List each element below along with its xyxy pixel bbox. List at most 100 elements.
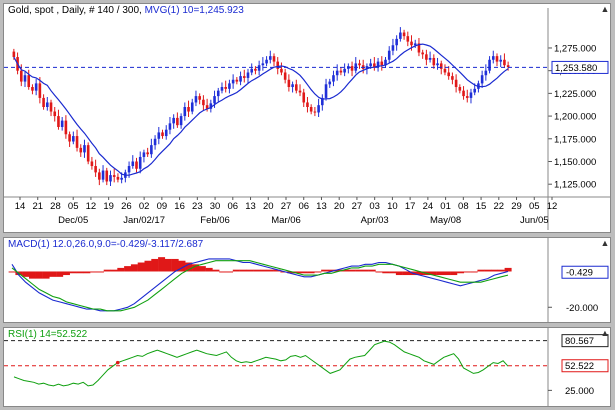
candle-body xyxy=(127,166,131,173)
candle-body xyxy=(120,177,123,180)
x-tick-label: 01 xyxy=(440,201,451,212)
candle-body xyxy=(302,92,306,103)
candle-body xyxy=(295,84,298,91)
candle-body xyxy=(75,136,79,148)
macd-histogram-bar xyxy=(484,269,492,272)
macd-histogram-bar xyxy=(382,271,390,274)
macd-histogram-bar xyxy=(205,267,213,272)
month-label: May/08 xyxy=(430,215,461,226)
candle-body xyxy=(503,59,506,66)
rsi-upper-label: 80.567 xyxy=(565,336,594,347)
x-tick-label: 24 xyxy=(423,201,434,212)
candle-body xyxy=(179,116,183,126)
candle-body xyxy=(220,87,224,91)
macd-histogram-bar xyxy=(171,258,179,272)
moving-average-line xyxy=(13,43,509,176)
macd-histogram-bar xyxy=(327,269,335,272)
macd-histogram-bar xyxy=(144,260,152,272)
rsi-pane-close-icon[interactable]: ▲ xyxy=(600,328,610,338)
candle-body xyxy=(387,50,391,60)
macd-histogram-bar xyxy=(90,271,98,273)
x-tick-label: 20 xyxy=(263,201,274,212)
candle-body xyxy=(306,102,309,107)
x-tick-label: 10 xyxy=(387,201,398,212)
macd-histogram-bar xyxy=(164,258,172,272)
candle-body xyxy=(495,56,499,62)
candle-body xyxy=(425,54,428,60)
candle-body xyxy=(12,51,16,58)
macd-pane xyxy=(3,237,611,323)
candle-body xyxy=(83,145,86,153)
candle-body xyxy=(373,63,376,68)
macd-histogram-bar xyxy=(253,269,261,272)
macd-histogram-bar xyxy=(22,271,30,277)
macd-histogram-bar xyxy=(293,271,301,274)
macd-histogram-bar xyxy=(246,269,254,272)
macd-histogram-bar xyxy=(355,269,363,272)
signal-line xyxy=(11,260,509,312)
macd-histogram-bar xyxy=(103,269,111,272)
macd-histogram-bar xyxy=(429,271,437,276)
candle-body xyxy=(265,59,268,64)
candle-body xyxy=(101,170,105,180)
price-pane-close-icon[interactable]: ▲ xyxy=(600,4,610,14)
candle-body xyxy=(60,120,64,127)
candle-body xyxy=(23,75,27,82)
candle-body xyxy=(53,111,57,117)
x-tick-label: 28 xyxy=(50,201,61,212)
candles-group xyxy=(12,27,510,187)
candle-body xyxy=(198,96,201,100)
current-price-label: 1,253.580 xyxy=(555,63,597,74)
x-tick-label: 13 xyxy=(245,201,256,212)
candle-body xyxy=(202,99,205,106)
ma-label: MVG(1) 10=1,245.923 xyxy=(144,5,244,16)
macd-histogram-bar xyxy=(42,271,50,279)
candle-body xyxy=(376,61,380,68)
macd-histogram-bar xyxy=(361,269,369,272)
candle-body xyxy=(491,56,495,60)
candle-body xyxy=(205,105,209,109)
candle-body xyxy=(499,59,503,62)
candle-body xyxy=(19,70,23,82)
x-tick-label: 03 xyxy=(369,201,380,212)
macd-histogram-bar xyxy=(436,271,444,276)
macd-histogram-bar xyxy=(307,271,315,274)
candle-body xyxy=(257,65,261,71)
macd-histogram-bar xyxy=(477,269,485,272)
macd-histogram-bar xyxy=(226,271,234,273)
rsi-y-tick-label: 25.000 xyxy=(565,386,594,397)
macd-histogram-bar xyxy=(124,266,132,272)
candle-body xyxy=(239,76,242,82)
candle-body xyxy=(176,117,179,126)
macd-histogram-bar xyxy=(117,267,125,272)
rsi-current-box xyxy=(561,359,609,373)
candle-body xyxy=(150,145,153,155)
price-y-tick-label: 1,200.000 xyxy=(554,112,596,123)
price-pane xyxy=(3,3,611,233)
candle-body xyxy=(406,36,410,42)
x-tick-label: 27 xyxy=(352,201,363,212)
candle-body xyxy=(439,63,443,69)
macd-histogram-bar xyxy=(260,269,267,272)
candle-body xyxy=(86,145,90,162)
x-tick-label: 21 xyxy=(32,201,43,212)
candle-body xyxy=(276,61,280,69)
price-title: Gold, spot , Daily, # 140 / 300, MVG(1) … xyxy=(8,5,244,16)
candle-body xyxy=(224,87,227,89)
macd-histogram-bar xyxy=(137,262,145,272)
candle-body xyxy=(332,75,335,82)
macd-pane-close-icon[interactable]: ▲ xyxy=(600,238,610,248)
macd-histogram-bar xyxy=(450,271,458,276)
price-y-tick-label: 1,125.000 xyxy=(554,180,596,191)
macd-histogram-bar xyxy=(287,271,295,274)
candle-body xyxy=(447,72,450,77)
candle-body xyxy=(250,68,254,73)
macd-histogram-bar xyxy=(273,269,281,272)
candle-body xyxy=(98,172,101,180)
x-tick-label: 05 xyxy=(68,201,79,212)
candle-body xyxy=(313,111,317,113)
candle-body xyxy=(68,134,71,142)
rsi-title: RSI(1) 14=52.522 xyxy=(8,329,88,340)
macd-histogram-bar xyxy=(321,269,329,272)
